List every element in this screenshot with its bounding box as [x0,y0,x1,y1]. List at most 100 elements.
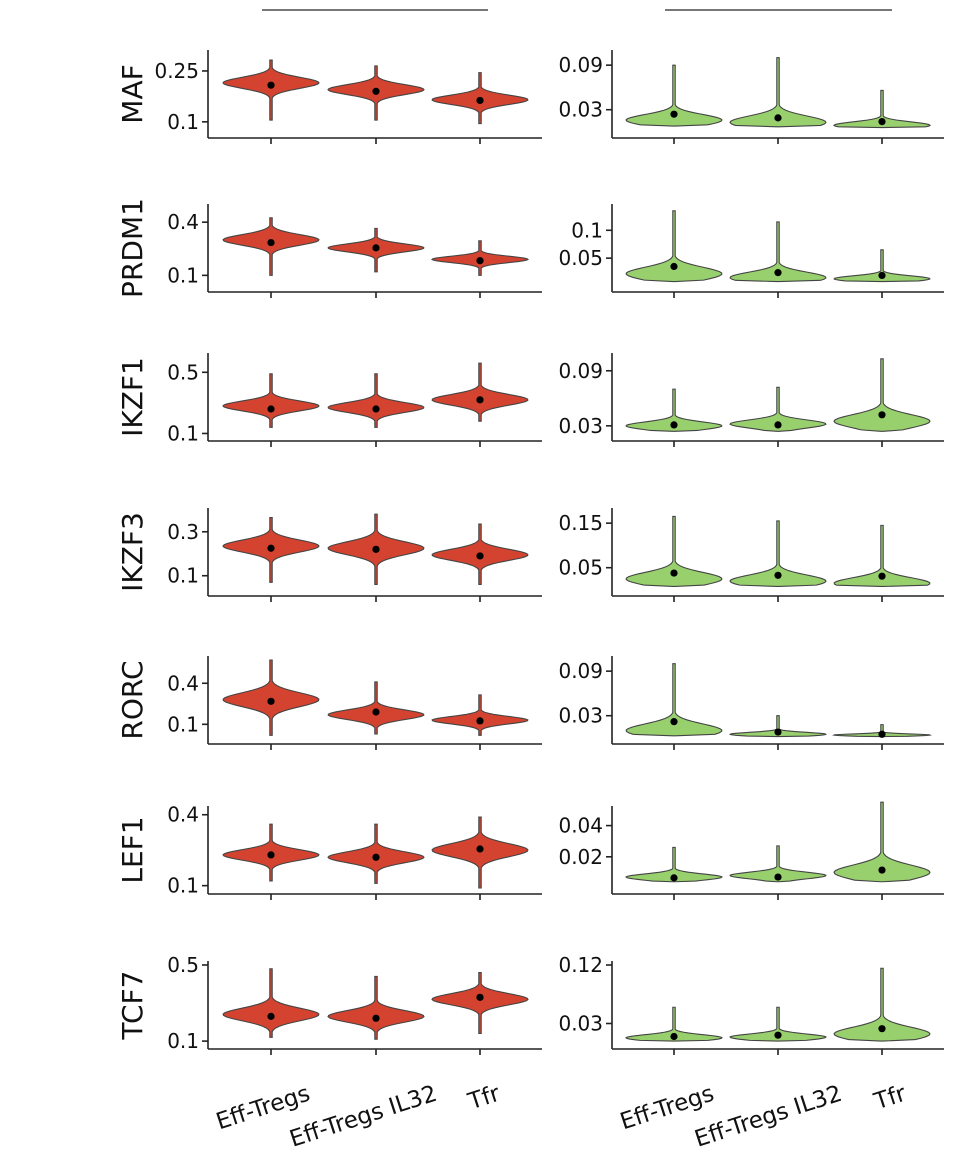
y-tick-label: 0.09 [558,53,603,77]
mean-dot-eff-tregs [267,238,275,247]
panel-right-prdm1: 0.1 0.05 [558,204,944,298]
mean-dot-eff-tregs-il32 [774,1031,782,1039]
panel-left-rorc: 0.4 0.1 [167,656,542,750]
violin-tfr [431,694,529,736]
violin-eff-tregs [625,388,723,432]
violin-eff-tregs-il32 [327,975,425,1040]
violin-eff-tregs [222,968,320,1038]
panel-right-tcf7: 0.12 0.03 [558,953,944,1055]
category-label-left: Tfr [464,1080,504,1115]
mean-dot-tfr [476,845,484,853]
mean-dot-eff-tregs [670,718,678,726]
violin-tfr [833,801,931,883]
category-label-right: Eff-Tregs IL32 [692,1081,846,1153]
violin-eff-tregs-il32 [729,520,827,587]
mean-dot-eff-tregs-il32 [372,405,380,413]
violin-tfr [431,362,529,422]
y-tick-label: 0.03 [558,1012,603,1036]
violin-eff-tregs-il32 [327,681,425,735]
violin-eff-tregs [625,846,723,883]
violin-eff-tregs [222,59,320,121]
violin-eff-tregs [625,663,723,737]
violin-eff-tregs-il32 [729,57,827,128]
y-tick-label: 0.4 [167,671,199,695]
y-tick-label: 0.03 [558,704,603,728]
violin-tfr [833,524,931,587]
panel-left-tcf7: 0.5 0.1 [167,953,542,1055]
gene-label: PRDM1 [116,198,149,298]
mean-dot-eff-tregs-il32 [774,873,782,881]
mean-dot-eff-tregs-il32 [372,853,380,861]
y-tick-label: 0.1 [167,263,199,287]
mean-dot-eff-tregs [267,697,275,705]
mean-dot-eff-tregs-il32 [774,114,782,122]
y-tick-label: 0.3 [167,520,199,544]
violin-eff-tregs-il32 [729,221,827,283]
violin-tfr [833,358,931,432]
mean-dot-tfr [878,118,886,126]
mean-dot-tfr [476,717,484,725]
y-tick-label: 0.04 [558,814,603,838]
mean-dot-eff-tregs-il32 [774,728,782,736]
mean-dot-eff-tregs [670,110,678,118]
y-tick-label: 0.12 [558,953,603,977]
y-tick-label: 0.1 [167,421,199,445]
panel-left-maf: 0.25 0.1 [154,50,542,144]
mean-dot-tfr [476,96,484,105]
y-tick-label: 0.03 [558,414,603,438]
panel-right-ikzf3: 0.15 0.05 [558,508,944,602]
violin-eff-tregs [222,659,320,736]
mean-dot-eff-tregs-il32 [372,545,380,553]
mean-dot-eff-tregs-il32 [774,269,782,277]
mean-dot-eff-tregs-il32 [372,87,380,95]
violin-tfr [431,972,529,1035]
gene-label: TCF7 [116,971,149,1041]
panel-right-lef1: 0.04 0.02 [558,801,944,900]
y-tick-label: 0.1 [167,1029,199,1053]
y-tick-label: 0.5 [167,360,199,384]
y-tick-label: 0.1 [167,110,199,134]
y-tick-label: 0.05 [558,246,603,270]
mean-dot-tfr [878,271,886,280]
violin-eff-tregs [625,210,723,283]
y-tick-label: 0.02 [558,845,603,869]
y-tick-label: 0.4 [167,803,199,827]
category-label-left: Eff-Tregs IL32 [287,1081,441,1153]
y-tick-label: 0.25 [154,59,199,83]
violin-eff-tregs [222,373,320,428]
category-label-right: Tfr [870,1080,910,1115]
gene-label: LEF1 [116,816,149,883]
y-tick-label: 0.1 [167,712,199,736]
mean-dot-tfr [476,396,484,404]
panel-right-maf: 0.09 0.03 [558,50,944,144]
violin-eff-tregs [625,1006,723,1042]
violin-eff-tregs-il32 [729,386,827,432]
mean-dot-eff-tregs [267,1012,275,1020]
y-tick-label: 0.1 [167,874,199,898]
mean-dot-tfr [878,1025,886,1033]
y-tick-label: 0.03 [558,98,603,122]
gene-label: IKZF3 [116,512,149,592]
mean-dot-eff-tregs [670,569,678,577]
mean-dot-eff-tregs [670,421,678,429]
mean-dot-tfr [878,866,886,874]
violin-eff-tregs-il32 [729,715,827,738]
mean-dot-tfr [476,257,484,265]
y-tick-label: 0.09 [558,359,603,383]
panel-left-prdm1: 0.4 0.1 [167,204,542,298]
panel-right-ikzf1: 0.09 0.03 [558,353,944,447]
mean-dot-eff-tregs [267,81,275,89]
violin-tfr [833,967,931,1042]
violin-tfr [832,724,932,738]
y-tick-label: 0.4 [167,210,199,234]
mean-dot-eff-tregs-il32 [372,708,380,716]
mean-dot-eff-tregs [670,1032,678,1041]
violin-eff-tregs-il32 [729,1006,827,1042]
panel-left-ikzf3: 0.3 0.1 [167,508,542,602]
y-tick-label: 0.05 [558,556,603,580]
mean-dot-eff-tregs [267,851,275,859]
panel-right-rorc: 0.09 0.03 [558,656,944,750]
mean-dot-eff-tregs [670,262,678,271]
violin-eff-tregs-il32 [327,373,425,428]
violin-tfr [833,249,931,283]
